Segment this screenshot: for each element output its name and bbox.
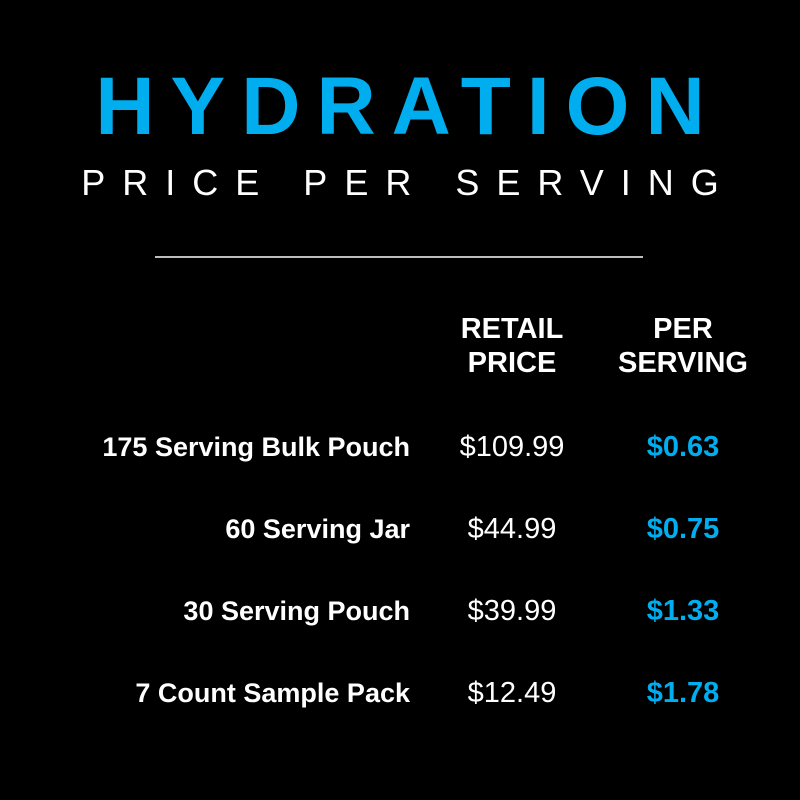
table-row: 30 Serving Pouch $39.99 $1.33 [0, 591, 800, 631]
row-label: 175 Serving Bulk Pouch [102, 432, 410, 462]
table-row: 60 Serving Jar $44.99 $0.75 [0, 509, 800, 549]
row-per-serving: $0.63 [646, 431, 720, 463]
table-row: 175 Serving Bulk Pouch $109.99 $0.63 [0, 427, 800, 467]
header-retail-line2: PRICE [467, 347, 557, 379]
row-per-serving: $1.78 [646, 677, 720, 709]
row-retail-price: $109.99 [459, 431, 565, 463]
row-retail-price: $39.99 [467, 595, 557, 627]
header-per-line1: PER [653, 313, 713, 345]
page-title: HYDRATION [95, 61, 721, 152]
row-retail-price: $44.99 [467, 513, 557, 545]
row-label: 60 Serving Jar [225, 514, 410, 544]
row-per-serving: $0.75 [646, 513, 720, 545]
page-subtitle: PRICE PER SERVING [81, 162, 736, 203]
table-row: 7 Count Sample Pack $12.49 $1.78 [0, 673, 800, 713]
row-label: 30 Serving Pouch [183, 596, 410, 626]
header-per-line2: SERVING [617, 347, 748, 379]
header-retail-price: RETAIL PRICE [412, 312, 612, 380]
row-label: 7 Count Sample Pack [135, 678, 410, 708]
divider [155, 256, 643, 258]
row-per-serving: $1.33 [646, 595, 720, 627]
row-retail-price: $12.49 [467, 677, 557, 709]
header-per-serving: PER SERVING [583, 312, 783, 380]
header-retail-line1: RETAIL [460, 313, 564, 345]
